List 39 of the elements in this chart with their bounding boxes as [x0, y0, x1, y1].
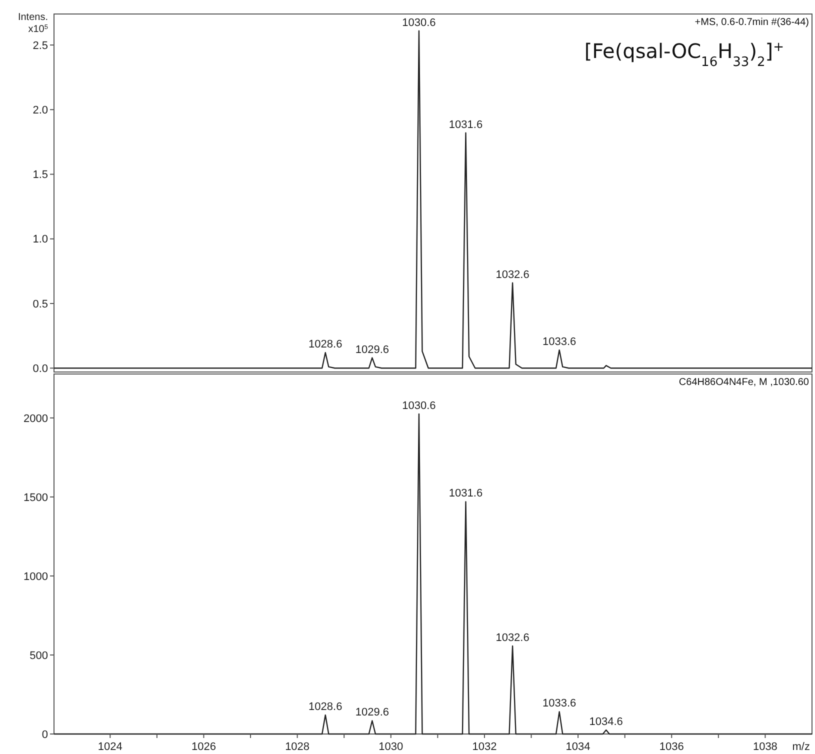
x-tick-label: 1038 — [752, 741, 778, 753]
y-tick-label: 2.0 — [32, 104, 48, 116]
y-tick-label: 0 — [42, 728, 48, 741]
annotation: 1033.6 — [542, 336, 576, 348]
x-tick-label: 1024 — [98, 741, 122, 753]
annotation: 1028.6 — [308, 701, 342, 714]
x-tick-label: 1034 — [566, 741, 590, 753]
annotation: 1028.6 — [308, 338, 342, 351]
annotation: 1033.6 — [542, 698, 576, 710]
annotation: 1031.6 — [448, 118, 483, 131]
x-tick-label: 1026 — [191, 741, 216, 753]
annotation: +MS, 0.6-0.7min #(36-44) — [694, 17, 809, 28]
annotation: 1031.6 — [448, 488, 483, 500]
y-tick-label: 0.0 — [32, 362, 48, 375]
annotation: 1029.6 — [355, 706, 389, 719]
annotation: 1030.6 — [402, 16, 436, 29]
x-axis-title: m/z — [792, 741, 810, 753]
x-tick-label: 1030 — [378, 741, 404, 753]
annotation: 1029.6 — [355, 344, 389, 356]
y-tick-label: 1.0 — [32, 234, 48, 246]
y-tick-label: 500 — [30, 650, 48, 662]
x-tick-label: 1036 — [659, 741, 684, 753]
x-tick-label: 1028 — [285, 741, 310, 753]
annotation: 1034.6 — [589, 716, 623, 728]
annotation: 1032.6 — [496, 632, 530, 644]
y-tick-label: 1.5 — [32, 169, 48, 182]
x-tick-label: 1032 — [472, 741, 497, 753]
y-tick-label: 1000 — [24, 570, 48, 583]
annotation: 1030.6 — [402, 400, 436, 412]
y-tick-label: 0.5 — [32, 298, 48, 310]
annotation: [Fe(qsal-OC$_{16}$H$_{33}$)$_{2}$]$^{+}$ — [584, 39, 784, 70]
y-axis-title: Intens. x10$^{5}$ — [18, 12, 48, 35]
y-tick-label: 1500 — [24, 492, 48, 504]
line-series — [53, 30, 813, 369]
line-series — [53, 413, 813, 735]
y-tick-label: 2000 — [24, 412, 48, 425]
annotation: 1032.6 — [496, 268, 530, 281]
annotation: C64H86O4N4Fe, M ,1030.60 — [678, 377, 810, 388]
y-tick-label: 2.5 — [32, 40, 48, 52]
